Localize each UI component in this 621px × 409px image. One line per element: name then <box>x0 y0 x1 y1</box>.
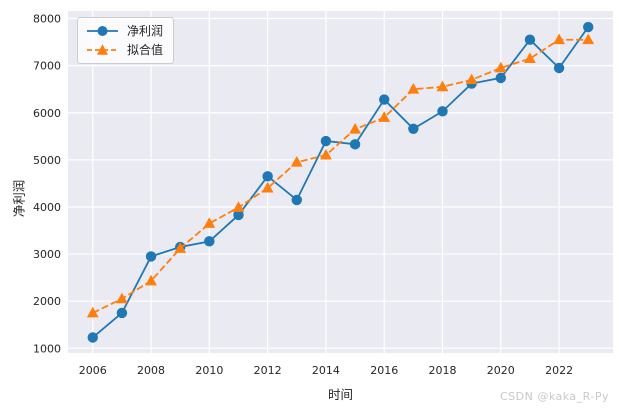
y-tick-label: 1000 <box>33 342 61 355</box>
data-point-circle <box>116 307 128 319</box>
series-1-line <box>92 38 589 314</box>
x-tick-label: 2010 <box>195 364 223 377</box>
data-point-triangle <box>145 274 157 286</box>
legend-item-fitted: 拟合值 <box>86 42 163 58</box>
x-tick-label: 2016 <box>370 364 398 377</box>
data-point-circle <box>262 171 273 182</box>
data-point-triangle <box>203 217 216 228</box>
data-point-triangle <box>524 52 536 63</box>
y-tick-label: 7000 <box>33 60 61 73</box>
y-axis-label: 净利润 <box>11 179 27 218</box>
data-point-triangle <box>436 80 449 92</box>
data-point-triangle <box>553 33 565 45</box>
legend-item-net-profit: 净利润 <box>86 23 163 39</box>
legend-line-triangle-icon <box>87 44 118 55</box>
x-axis-label: 时间 <box>327 387 353 402</box>
data-point-triangle <box>261 181 274 193</box>
data-point-circle <box>408 123 419 134</box>
legend: 净利润 拟合值 <box>77 17 175 64</box>
x-tick-label: 2020 <box>487 364 515 377</box>
data-point-triangle <box>407 82 420 94</box>
data-point-triangle <box>494 61 507 73</box>
y-tick-label: 6000 <box>33 107 61 120</box>
data-point-circle <box>553 62 565 74</box>
y-tick-label: 8000 <box>33 13 61 26</box>
data-point-triangle <box>465 73 478 85</box>
x-tick-label: 2014 <box>312 364 340 377</box>
data-point-circle <box>204 236 215 247</box>
y-tick-label: 5000 <box>33 154 61 167</box>
data-point-circle <box>524 34 536 45</box>
data-point-triangle <box>320 148 332 160</box>
data-point-circle <box>437 106 448 117</box>
watermark: CSDN @kaka_R-Py <box>499 390 609 403</box>
x-tick-label: 2018 <box>429 364 457 377</box>
data-point-circle <box>145 251 157 262</box>
data-point-circle <box>291 194 302 206</box>
x-tick-label: 2022 <box>545 364 573 377</box>
x-tick-label: 2006 <box>79 364 107 377</box>
data-point-circle <box>379 94 390 105</box>
x-tick-label: 2008 <box>137 364 165 377</box>
data-point-circle <box>583 21 594 33</box>
y-tick-label: 2000 <box>33 295 61 308</box>
y-tick-label: 4000 <box>33 201 61 214</box>
data-point-circle <box>495 72 506 84</box>
data-point-circle <box>320 135 332 147</box>
data-point-circle <box>349 139 361 150</box>
data-point-triangle <box>582 33 595 45</box>
data-point-circle <box>87 332 98 343</box>
data-point-triangle <box>116 292 128 304</box>
data-point-triangle <box>349 123 361 134</box>
legend-label-fitted: 拟合值 <box>127 43 164 57</box>
legend-label-net-profit: 净利润 <box>127 24 164 38</box>
x-tick-label: 2012 <box>254 364 282 377</box>
legend-line-circle-icon <box>87 26 118 36</box>
data-point-triangle <box>174 242 187 253</box>
data-point-triangle <box>232 201 245 212</box>
data-point-triangle <box>378 111 391 122</box>
plot-area <box>68 11 613 353</box>
data-point-circle <box>233 209 244 221</box>
data-point-triangle <box>86 306 99 318</box>
data-point-triangle <box>290 156 303 167</box>
y-tick-label: 3000 <box>33 248 61 261</box>
